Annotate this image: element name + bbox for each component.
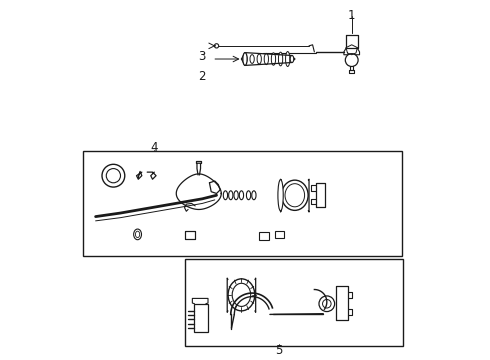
Ellipse shape <box>246 191 251 200</box>
Ellipse shape <box>271 53 275 65</box>
Bar <box>185 259 403 346</box>
Text: 4: 4 <box>150 141 158 154</box>
Text: 1: 1 <box>348 9 355 22</box>
Ellipse shape <box>264 53 269 64</box>
Ellipse shape <box>250 55 254 63</box>
Circle shape <box>215 44 219 48</box>
Bar <box>195 304 208 332</box>
Bar <box>259 232 269 240</box>
Text: 3: 3 <box>198 50 206 63</box>
Ellipse shape <box>257 54 261 64</box>
Ellipse shape <box>135 231 140 238</box>
Ellipse shape <box>281 180 308 210</box>
Ellipse shape <box>285 184 305 207</box>
Ellipse shape <box>290 55 294 63</box>
Bar <box>83 151 401 256</box>
Ellipse shape <box>243 55 247 63</box>
Ellipse shape <box>239 191 244 200</box>
Bar <box>185 231 195 239</box>
Ellipse shape <box>228 279 255 311</box>
Circle shape <box>322 300 331 308</box>
Ellipse shape <box>232 283 251 306</box>
Text: 2: 2 <box>198 69 206 82</box>
Ellipse shape <box>234 191 238 200</box>
Ellipse shape <box>278 180 283 211</box>
Ellipse shape <box>229 191 233 200</box>
Ellipse shape <box>243 53 247 66</box>
Text: 5: 5 <box>275 344 282 357</box>
Ellipse shape <box>278 52 283 66</box>
Circle shape <box>102 164 125 187</box>
Circle shape <box>319 296 335 311</box>
Ellipse shape <box>134 229 142 240</box>
Ellipse shape <box>223 191 227 200</box>
Ellipse shape <box>286 51 290 67</box>
Circle shape <box>345 54 358 67</box>
Bar <box>275 231 284 238</box>
Circle shape <box>106 168 121 183</box>
Ellipse shape <box>252 191 256 200</box>
